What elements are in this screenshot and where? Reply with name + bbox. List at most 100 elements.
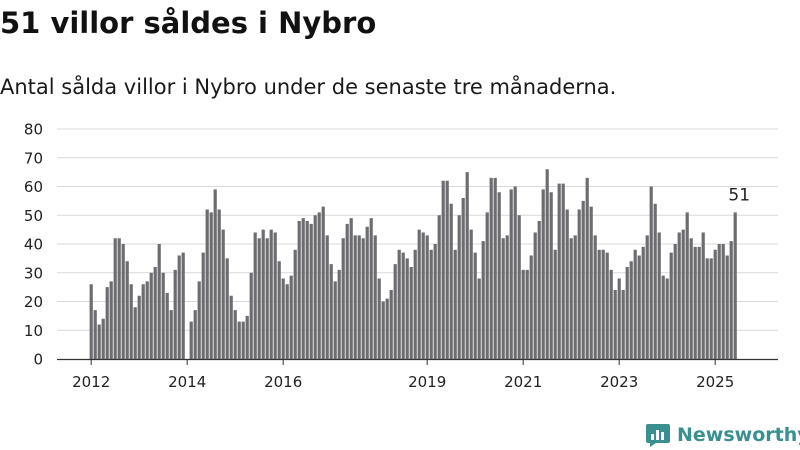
bar: [285, 284, 289, 359]
bar: [725, 255, 729, 359]
bar: [117, 238, 121, 359]
bar: [269, 229, 273, 359]
bar: [333, 281, 337, 359]
bar: [529, 255, 533, 359]
bar: [409, 267, 413, 359]
bars: [89, 169, 737, 359]
bar: [309, 223, 313, 359]
bar: [617, 278, 621, 359]
x-tick-label: 2012: [72, 373, 110, 391]
bar: [377, 278, 381, 359]
bar: [629, 261, 633, 359]
bar: [237, 321, 241, 359]
bar: [489, 177, 493, 359]
bar: [353, 235, 357, 359]
bar: [649, 186, 653, 359]
bar: [89, 284, 93, 359]
x-tick-label: 2014: [168, 373, 206, 391]
bar: [337, 269, 341, 359]
bar: [661, 275, 665, 359]
bar: [161, 272, 165, 359]
bar: [613, 290, 617, 359]
bar: [465, 172, 469, 359]
bar: [113, 238, 117, 359]
bar: [601, 249, 605, 359]
bar: [653, 203, 657, 359]
bar: [641, 246, 645, 359]
bar: [669, 252, 673, 359]
bar: [397, 249, 401, 359]
bar: [253, 232, 257, 359]
page-title: 51 villor såldes i Nybro: [0, 6, 377, 40]
bar: [517, 215, 521, 359]
bar: [165, 292, 169, 359]
bar: [501, 238, 505, 359]
y-tick-label: 80: [24, 121, 43, 139]
bar: [673, 244, 677, 359]
bar: [521, 269, 525, 359]
x-tick-label: 2023: [600, 373, 638, 391]
bar: [585, 177, 589, 359]
bar: [589, 206, 593, 359]
newsworthy-brand[interactable]: Newsworthy: [645, 420, 800, 450]
x-axis: 2012 2014 2016 2019 2021 2023 2025: [57, 358, 778, 391]
bar: [329, 264, 333, 359]
y-tick-label: 30: [24, 264, 43, 282]
bar: [145, 281, 149, 359]
bar: [733, 212, 737, 359]
bar: [125, 261, 129, 359]
bar: [245, 315, 249, 359]
bar: [645, 235, 649, 359]
bar: [249, 272, 253, 359]
bar: [537, 221, 541, 359]
bar: [481, 241, 485, 359]
y-tick-label: 50: [24, 207, 43, 225]
annotations: 51: [728, 185, 750, 205]
bar: [217, 209, 221, 359]
bar: [121, 244, 125, 359]
bar: [713, 249, 717, 359]
bar: [549, 192, 553, 359]
bar: [425, 235, 429, 359]
bar: [289, 275, 293, 359]
bar: [433, 244, 437, 359]
bar: [401, 252, 405, 359]
bar: [729, 241, 733, 359]
bar: [177, 255, 181, 359]
x-tick-label: 2016: [264, 373, 302, 391]
bar: [109, 281, 113, 359]
bar: [313, 215, 317, 359]
bar: [453, 249, 457, 359]
bar: [473, 252, 477, 359]
bar: [257, 238, 261, 359]
bar: [101, 318, 105, 359]
bar: [573, 235, 577, 359]
bar: [633, 249, 637, 359]
y-tick-label: 0: [33, 351, 43, 369]
bar: [381, 301, 385, 359]
bar: [305, 221, 309, 359]
bar: [509, 189, 513, 359]
bar: [513, 186, 517, 359]
bar: [321, 206, 325, 359]
bar: [369, 218, 373, 359]
y-tick-label: 10: [24, 322, 43, 340]
bar: [525, 269, 529, 359]
bar: [497, 192, 501, 359]
bar: [417, 229, 421, 359]
bar: [389, 290, 393, 359]
bar: [201, 252, 205, 359]
bar: [265, 238, 269, 359]
bar: [205, 209, 209, 359]
bar: [621, 290, 625, 359]
bar: [385, 298, 389, 359]
bar: [469, 229, 473, 359]
bar: [541, 189, 545, 359]
bar: [93, 310, 97, 359]
bar: [261, 229, 265, 359]
bar: [393, 264, 397, 359]
bar: [637, 255, 641, 359]
bar: [437, 215, 441, 359]
x-tick-label: 2019: [408, 373, 446, 391]
